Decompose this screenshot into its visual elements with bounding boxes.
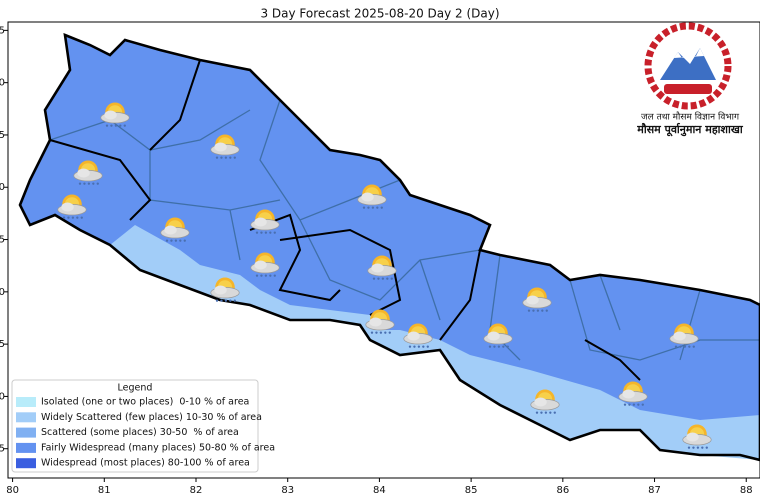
x-tick-label: 80 [6,485,19,496]
region-fairly-widespread [20,35,760,460]
legend-label: Widespread (most places) 80-100 % of are… [41,458,250,469]
legend-swatch [16,442,36,453]
y-tick-label: 30.5 [0,25,5,36]
y-tick-label: 27.0 [0,391,5,402]
logo-snow [674,48,704,58]
legend-label: Widely Scattered (few places) 10-30 % of… [41,412,262,423]
legend: Legend Isolated (one or two places) 0-10… [11,379,275,473]
legend-box [11,379,259,473]
province-lines [49,59,641,381]
y-tick-label: 28.0 [0,287,5,298]
axes: 80 81 82 83 84 85 86 87 88 26.5 27.0 27.5 28.0 28.5 29… [0,25,753,496]
y-tick-label: 30.0 [0,78,5,89]
legend-swatch [16,412,36,423]
legend-label: Fairly Widespread (many places) 50-80 % … [41,442,275,453]
region-widely-scattered [110,225,760,460]
logo-ribbon [664,84,712,94]
plot-frame [7,21,760,479]
x-tick-label: 84 [373,485,386,496]
legend-title: Legend [118,383,153,394]
x-tick-label: 88 [740,485,753,496]
x-tick-label: 86 [556,485,569,496]
legend-label: Scattered (some places) 30-50 % of area [41,427,239,438]
x-tick-label: 87 [648,485,661,496]
logo: जल तथा मौसम विज्ञान विभाग मौसम पूर्वानुम… [636,22,744,137]
y-tick-label: 26.5 [0,444,5,455]
x-tick-label: 81 [98,485,111,496]
legend-swatch [16,397,36,407]
logo-text: मौसम पूर्वानुमान महाशाखा [636,122,744,137]
legend-swatch [16,458,36,469]
x-tick-label: 83 [281,485,294,496]
logo-text: जल तथा मौसम विज्ञान विभाग [641,111,740,123]
legend-label: Isolated (one or two places) 0-10 % of a… [41,397,249,408]
nepal-map [18,32,760,462]
x-tick-label: 85 [465,485,478,496]
y-tick-label: 29.5 [0,130,5,141]
map-title: 3 Day Forecast 2025-08-20 Day 2 (Day) [260,7,499,21]
y-tick-label: 27.5 [0,339,5,350]
legend-swatch [16,427,36,438]
y-tick-label: 29.0 [0,182,5,193]
x-tick-label: 82 [190,485,203,496]
y-tick-label: 28.5 [0,235,5,246]
national-border [18,32,760,462]
